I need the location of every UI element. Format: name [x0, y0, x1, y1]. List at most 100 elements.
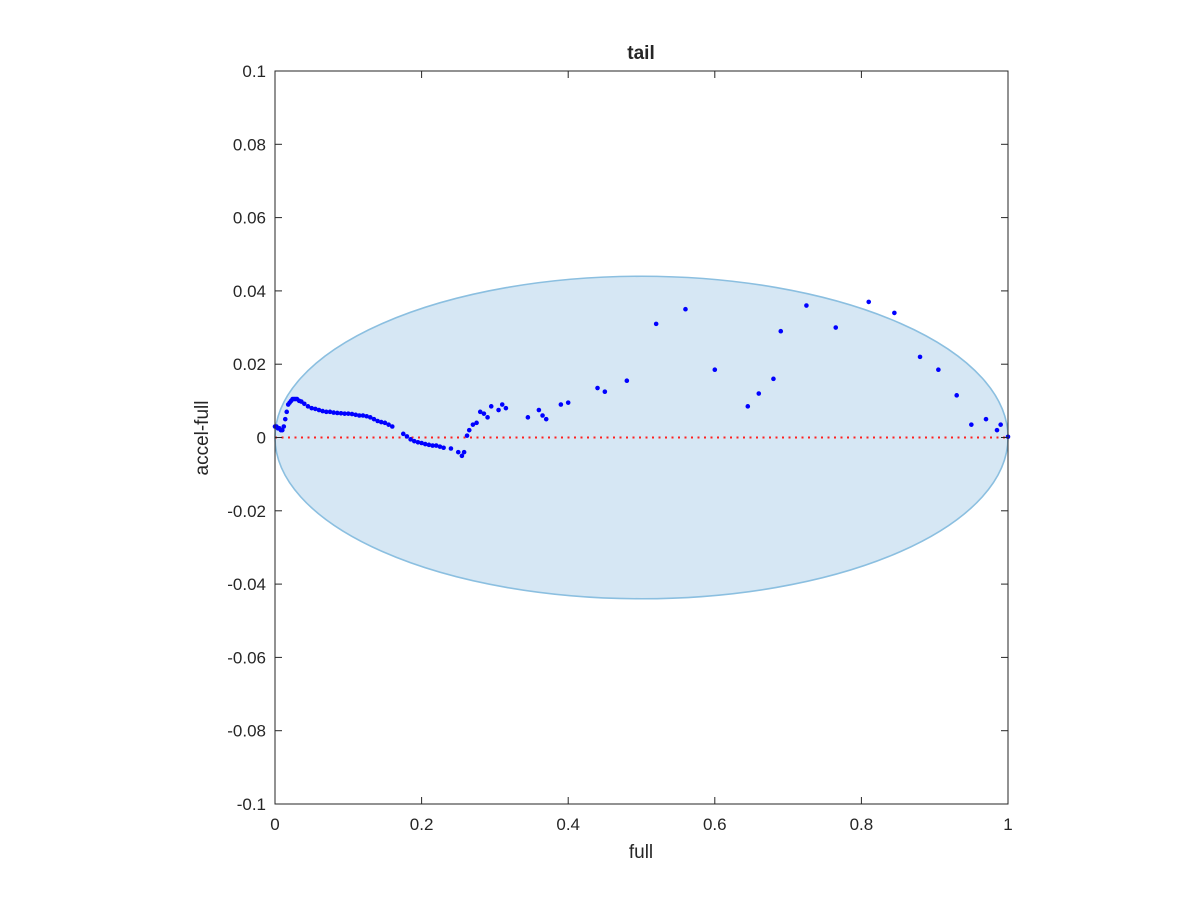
- data-point: [936, 367, 941, 372]
- data-point: [543, 416, 549, 422]
- data-point: [756, 391, 762, 396]
- data-point: [653, 321, 659, 327]
- data-point: [470, 422, 476, 427]
- data-point: [448, 446, 454, 451]
- data-point: [408, 437, 413, 442]
- data-point: [320, 408, 325, 414]
- data-point: [624, 378, 630, 383]
- x-tick-label: 0.2: [410, 815, 434, 834]
- data-point: [411, 438, 417, 444]
- data-point: [281, 424, 287, 429]
- x-tick-label: 0.4: [556, 815, 580, 834]
- data-point: [485, 415, 490, 420]
- data-point: [804, 303, 809, 308]
- data-point: [998, 422, 1003, 427]
- data-point: [342, 411, 347, 416]
- data-point: [386, 422, 391, 427]
- data-point: [833, 325, 839, 330]
- data-point: [382, 420, 388, 426]
- data-point: [464, 433, 470, 438]
- y-tick-label: 0.1: [242, 62, 266, 81]
- data-point: [459, 453, 465, 459]
- data-point: [499, 402, 505, 407]
- data-point: [525, 415, 531, 420]
- scatter-points: [272, 299, 1011, 459]
- data-point: [415, 439, 421, 445]
- y-tick-label: -0.1: [237, 795, 266, 814]
- confidence-ellipse: [274, 275, 1009, 600]
- data-point: [400, 431, 406, 437]
- data-point: [419, 440, 424, 446]
- data-point: [969, 422, 974, 427]
- y-tick-label: -0.08: [227, 722, 266, 741]
- data-point: [595, 385, 600, 391]
- plot-area: [274, 275, 1009, 600]
- data-point: [558, 402, 564, 407]
- data-point: [455, 449, 461, 455]
- data-point: [917, 354, 923, 360]
- data-point: [481, 411, 487, 416]
- data-point: [461, 449, 467, 455]
- data-point: [426, 442, 432, 448]
- data-point: [496, 407, 501, 413]
- x-axis-label: full: [629, 842, 653, 863]
- data-point: [994, 427, 1000, 433]
- data-point: [353, 412, 358, 418]
- data-point: [778, 328, 784, 334]
- data-point: [477, 409, 483, 415]
- x-tick-label: 0.8: [850, 815, 874, 834]
- data-point: [309, 405, 314, 411]
- data-point: [338, 411, 344, 416]
- data-point: [474, 420, 479, 426]
- data-point: [954, 393, 959, 398]
- data-point: [892, 310, 897, 316]
- data-point: [356, 413, 362, 418]
- data-point: [360, 413, 366, 418]
- data-point: [324, 409, 329, 415]
- data-point: [335, 410, 340, 416]
- y-tick-label: 0.04: [233, 282, 266, 301]
- data-point: [536, 407, 542, 413]
- data-point: [602, 389, 608, 394]
- data-point: [364, 413, 369, 419]
- data-point: [441, 445, 446, 451]
- y-axis-label: accel-full: [192, 401, 213, 476]
- data-point: [305, 404, 311, 409]
- x-tick-label: 0.6: [703, 815, 727, 834]
- data-point: [683, 306, 688, 312]
- data-point: [367, 415, 373, 420]
- data-point: [712, 367, 718, 372]
- data-point: [280, 427, 285, 433]
- y-tick-label: 0.06: [233, 209, 266, 228]
- data-point: [349, 411, 355, 417]
- data-point: [466, 427, 472, 433]
- data-point: [313, 406, 318, 412]
- data-point: [437, 444, 443, 449]
- axes: 0.1 0.08 0.06 0.04 0.02 0 -0.02 -0.04 -0.06 -0.08…: [227, 62, 1012, 834]
- data-point: [316, 407, 322, 413]
- chart-title: tail: [627, 43, 654, 64]
- data-point: [983, 416, 989, 422]
- data-point: [866, 299, 872, 305]
- data-point: [433, 443, 439, 448]
- x-tick-label: 1: [1003, 815, 1012, 834]
- data-point: [378, 419, 384, 425]
- data-point: [422, 441, 428, 447]
- y-tick-label: -0.02: [227, 502, 266, 521]
- data-point: [503, 405, 509, 411]
- data-point: [327, 409, 333, 415]
- data-point: [771, 376, 776, 382]
- data-point: [389, 424, 395, 429]
- data-point: [284, 409, 290, 415]
- data-point: [745, 404, 751, 409]
- y-tick-label: 0: [257, 429, 266, 448]
- data-point: [375, 418, 380, 424]
- x-tick-label: 0: [270, 815, 279, 834]
- y-tick-label: 0.02: [233, 355, 266, 374]
- y-tick-label: -0.04: [227, 575, 266, 594]
- data-point: [540, 413, 545, 418]
- data-point: [331, 410, 336, 415]
- data-point: [565, 400, 571, 405]
- data-point: [430, 443, 435, 448]
